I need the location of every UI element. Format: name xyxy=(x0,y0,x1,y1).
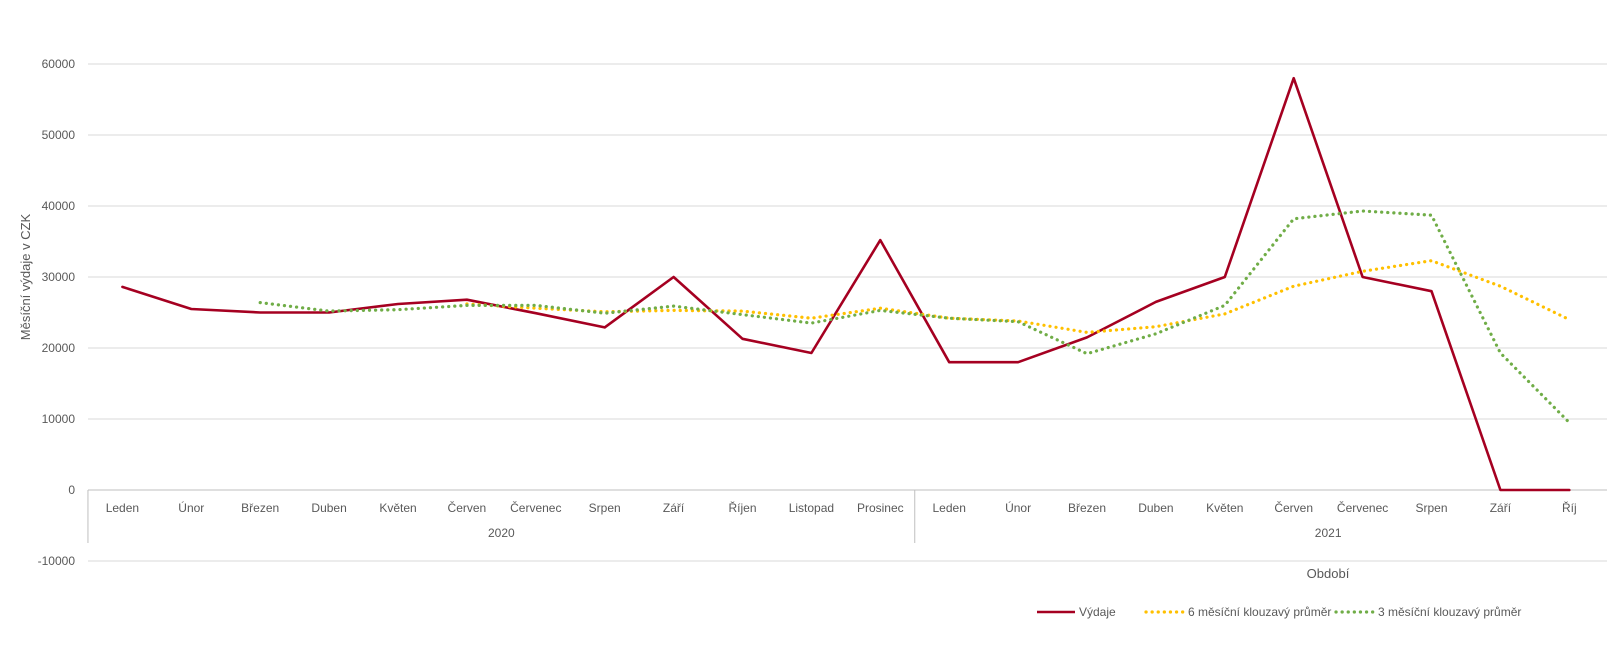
y-tick-label: 30000 xyxy=(42,270,76,284)
x-tick-label: Duben xyxy=(1138,501,1173,515)
x-tick-label: Prosinec xyxy=(857,501,904,515)
x-group-label: 2020 xyxy=(488,526,515,540)
y-axis-title: Měsíční výdaje v CZK xyxy=(18,213,33,340)
x-tick-label: Únor xyxy=(178,500,204,515)
x-tick-label: Listopad xyxy=(789,501,834,515)
x-tick-label: Leden xyxy=(933,501,966,515)
x-tick-label: Květen xyxy=(379,501,416,515)
x-tick-label: Červenec xyxy=(1337,500,1388,515)
x-tick-label: Duben xyxy=(311,501,346,515)
y-tick-label: 60000 xyxy=(42,57,76,71)
x-tick-label: Leden xyxy=(106,501,139,515)
x-tick-label: Únor xyxy=(1005,500,1031,515)
series-line-2 xyxy=(465,259,1571,334)
gridlines xyxy=(88,63,1607,562)
legend-label: 3 měsíční klouzavý průměr xyxy=(1378,605,1521,619)
legend-label: 6 měsíční klouzavý průměr xyxy=(1188,605,1331,619)
x-tick-label: Říj xyxy=(1562,500,1577,515)
series-line-1 xyxy=(121,76,1571,492)
y-axis-ticks: -10000 0 10000 20000 30000 40000 50000 60000 xyxy=(38,57,76,568)
x-tick-label: Srpen xyxy=(1415,501,1447,515)
y-tick-label: -10000 xyxy=(38,554,76,568)
y-tick-label: 40000 xyxy=(42,199,76,213)
x-tick-label: Červen xyxy=(1274,500,1313,515)
legend-label: Výdaje xyxy=(1079,605,1116,619)
y-tick-label: 10000 xyxy=(42,412,76,426)
x-tick-label: Březen xyxy=(241,501,279,515)
series-lines xyxy=(121,76,1571,492)
series-line-3 xyxy=(258,209,1571,425)
y-tick-label: 0 xyxy=(68,483,75,497)
x-tick-label: Březen xyxy=(1068,501,1106,515)
x-axis-title: Období xyxy=(1307,566,1350,581)
x-tick-label: Září xyxy=(663,501,685,515)
x-tick-label: Červen xyxy=(448,500,487,515)
x-tick-label: Srpen xyxy=(589,501,621,515)
x-tick-label: Září xyxy=(1490,501,1512,515)
legend: Výdaje 6 měsíční klouzavý průměr 3 měsíční… xyxy=(1037,605,1521,619)
x-tick-label: Říjen xyxy=(728,500,756,515)
y-tick-label: 20000 xyxy=(42,341,76,355)
x-tick-label: Květen xyxy=(1206,501,1243,515)
x-group-label: 2021 xyxy=(1315,526,1342,540)
y-tick-label: 50000 xyxy=(42,128,76,142)
x-axis: Leden Únor Březen Duben Květen Červen Červenec… xyxy=(87,490,1577,543)
x-tick-label: Červenec xyxy=(510,500,561,515)
